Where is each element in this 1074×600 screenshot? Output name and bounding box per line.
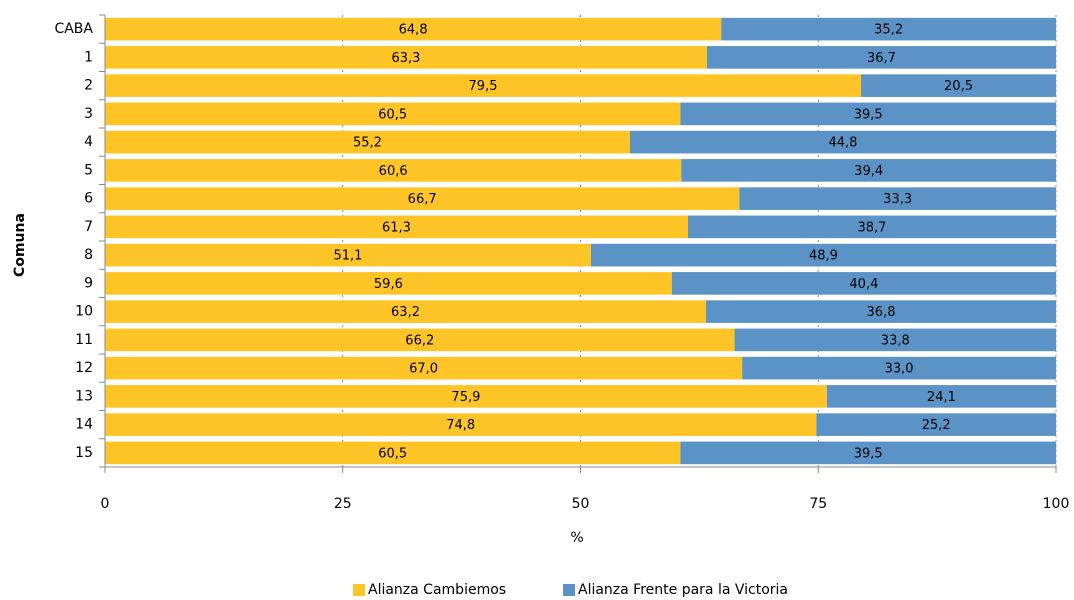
bar-segment (671, 272, 1056, 295)
bar-segment (681, 159, 1056, 182)
y-tick-label: 14 (75, 417, 93, 433)
bar-segment (105, 441, 681, 465)
data-label: 44,8 (828, 136, 857, 151)
data-label: 20,5 (944, 79, 973, 94)
data-label: 38,7 (858, 220, 887, 235)
bar-segment (105, 413, 817, 436)
bar-segment (742, 356, 1056, 380)
y-tick-label: 5 (84, 162, 93, 178)
data-label: 48,9 (809, 249, 838, 264)
data-label: 33,3 (883, 192, 912, 207)
data-label: 24,1 (927, 390, 956, 405)
y-tick-label: 10 (75, 304, 93, 320)
data-label: 35,2 (874, 23, 903, 38)
data-label: 67,0 (409, 362, 438, 377)
data-label: 40,4 (849, 277, 878, 292)
data-label: 75,9 (451, 390, 480, 405)
bar-segment (861, 74, 1056, 97)
bar-segment (687, 215, 1056, 239)
y-tick-label: 15 (75, 445, 93, 461)
bar-segment (680, 441, 1056, 465)
bar-segment (105, 102, 681, 126)
data-label: 79,5 (469, 79, 498, 94)
y-tick-label: 13 (75, 388, 93, 404)
data-label: 39,5 (854, 107, 883, 122)
bar-segment (105, 356, 743, 380)
y-tick-label: 2 (84, 78, 93, 94)
y-tick-label: 7 (84, 219, 93, 235)
x-tick-label: 75 (809, 496, 827, 512)
bar-segment (105, 46, 707, 69)
data-label: 33,8 (881, 333, 910, 348)
data-label: 39,4 (854, 164, 883, 179)
data-label: 51,1 (334, 249, 363, 264)
data-label: 25,2 (922, 418, 951, 433)
bar-segment (629, 130, 1056, 154)
x-tick-label: 100 (1043, 496, 1070, 512)
data-label: 63,3 (392, 51, 421, 66)
bar-segment (105, 159, 682, 182)
bar-segment (105, 215, 688, 239)
bar-segment (706, 300, 1056, 323)
bar-segment (105, 243, 591, 267)
y-tick-label: 8 (84, 247, 93, 263)
y-tick-label: 3 (84, 106, 93, 122)
legend-label: Alianza Cambiemos (368, 582, 506, 598)
data-label: 33,0 (885, 362, 914, 377)
legend-swatch (563, 584, 575, 596)
bar-segment (734, 328, 1056, 352)
bar-segment (680, 102, 1056, 126)
y-tick-label: 6 (84, 191, 93, 207)
y-tick-label: CABA (54, 21, 93, 37)
data-label: 60,5 (378, 446, 407, 461)
bar-segment (105, 187, 740, 210)
bar-segment (706, 46, 1056, 69)
bar-segment (105, 385, 827, 408)
data-label: 64,8 (399, 23, 428, 38)
data-label: 61,3 (382, 220, 411, 235)
legend-swatch (353, 584, 365, 596)
bar-segment (816, 413, 1056, 436)
data-label: 55,2 (353, 136, 382, 151)
y-tick-label: 1 (84, 49, 93, 65)
x-axis-label: % (570, 530, 583, 546)
data-label: 66,2 (405, 333, 434, 348)
bar-segment (721, 17, 1056, 41)
bar-segment (590, 243, 1056, 267)
bar-segment (739, 187, 1056, 210)
data-label: 66,7 (408, 192, 437, 207)
legend-label: Alianza Frente para la Victoria (578, 582, 788, 598)
data-label: 63,2 (391, 305, 420, 320)
bar-segment (105, 300, 707, 323)
data-label: 39,5 (854, 446, 883, 461)
bar-segment (826, 385, 1056, 408)
x-tick-label: 50 (572, 496, 590, 512)
data-label: 60,6 (379, 164, 408, 179)
data-label: 36,8 (867, 305, 896, 320)
bar-segment (105, 74, 862, 97)
y-axis-label: Comuna (12, 213, 28, 277)
y-tick-label: 9 (84, 275, 93, 291)
y-tick-label: 11 (75, 332, 93, 348)
x-tick-label: 0 (101, 496, 110, 512)
data-label: 74,8 (446, 418, 475, 433)
data-label: 59,6 (374, 277, 403, 292)
data-label: 60,5 (378, 107, 407, 122)
bar-segment (105, 130, 630, 154)
y-tick-label: 4 (84, 134, 93, 150)
bar-segment (105, 17, 722, 41)
y-tick-label: 12 (75, 360, 93, 376)
x-tick-label: 25 (334, 496, 352, 512)
data-label: 36,7 (867, 51, 896, 66)
bar-segment (105, 272, 672, 295)
bar-segment (105, 328, 735, 352)
